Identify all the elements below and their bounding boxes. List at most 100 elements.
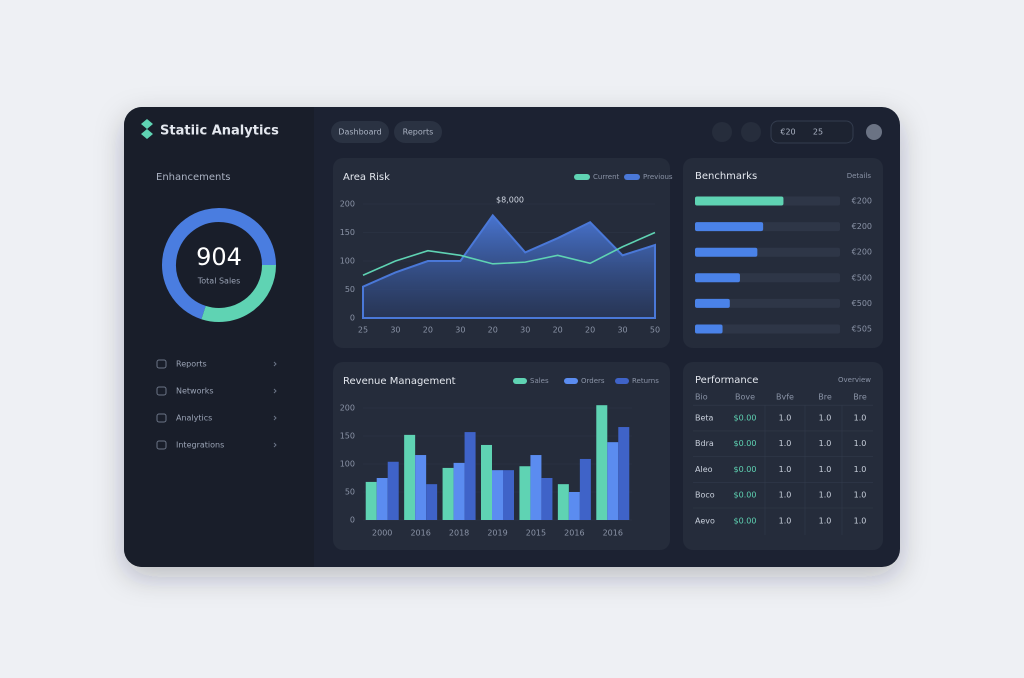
bar-amount: €500: [852, 299, 872, 308]
table-cell: 1.0: [819, 516, 832, 525]
panel-title: Performance: [695, 375, 758, 386]
section-title: Enhancements: [156, 172, 230, 183]
bar: [492, 470, 503, 520]
bar: [695, 247, 758, 257]
x-tick-label: 30: [617, 326, 627, 335]
legend-label: Sales: [530, 377, 549, 385]
table-cell: 1.0: [779, 414, 792, 423]
y-tick-label: 0: [350, 314, 355, 323]
table-cell: Aevo: [695, 516, 715, 525]
legend-swatch: [574, 174, 590, 180]
donut-segment: [162, 208, 276, 320]
x-tick-label: 2015: [526, 529, 546, 538]
icon-button[interactable]: [712, 122, 732, 142]
table-cell: 1.0: [779, 439, 792, 448]
bar: [404, 434, 416, 520]
bar-amount: €500: [852, 273, 872, 282]
tab-label[interactable]: Reports: [403, 128, 434, 137]
x-tick-label: 2016: [410, 529, 430, 538]
table-cell: 1.0: [854, 491, 867, 500]
table-cell: 1.0: [854, 516, 867, 525]
bar: [519, 466, 531, 520]
period-label[interactable]: €20: [780, 128, 795, 137]
bar: [464, 432, 476, 520]
bar: [453, 462, 465, 520]
panel-subtitle: Overview: [838, 376, 871, 384]
panel-title: Area Risk: [343, 172, 390, 183]
table-cell: 1.0: [819, 414, 832, 423]
legend-swatch: [615, 378, 629, 384]
table-cell: Bre: [818, 393, 832, 402]
table-cell: Beta: [695, 414, 714, 423]
y-tick-label: 150: [340, 432, 355, 441]
bar-amount: €200: [852, 248, 872, 257]
menu-icon[interactable]: [156, 359, 167, 369]
table-cell: Bvfe: [776, 393, 794, 402]
bar: [557, 484, 569, 520]
legend-swatch: [564, 378, 578, 384]
table-cell: Boco: [695, 491, 715, 500]
menu-icon[interactable]: [156, 440, 167, 450]
bar-track: [695, 298, 840, 308]
bar: [695, 298, 730, 308]
table-cell: 1.0: [779, 516, 792, 525]
chevron[interactable]: [273, 361, 277, 367]
period-selector[interactable]: [770, 120, 854, 144]
period-label[interactable]: 25: [813, 128, 823, 137]
chevron[interactable]: [273, 388, 277, 394]
table-cell: Bdra: [695, 439, 714, 448]
table-cell: Bio: [695, 393, 708, 402]
table-cell: $0.00: [734, 491, 757, 500]
menu-item[interactable]: Analytics: [176, 414, 212, 423]
annotation: $8,000: [496, 196, 524, 205]
line: [362, 231, 656, 276]
y-tick-label: 100: [340, 460, 355, 469]
menu-item[interactable]: Reports: [176, 360, 207, 369]
avatar[interactable]: [866, 124, 882, 140]
menu-icon[interactable]: [156, 386, 167, 396]
bar: [541, 478, 553, 520]
bar: [426, 484, 438, 520]
table-cell: 1.0: [819, 465, 832, 474]
x-tick-label: 2000: [372, 529, 392, 538]
icon-button[interactable]: [741, 122, 761, 142]
sidebar: [124, 107, 314, 567]
bar: [596, 405, 608, 520]
table-cell: Bre: [853, 393, 867, 402]
bar: [579, 458, 591, 520]
table-cell: 1.0: [779, 465, 792, 474]
x-tick-label: 2018: [449, 529, 469, 538]
menu-item[interactable]: Networks: [176, 387, 214, 396]
menu-icon[interactable]: [156, 413, 167, 423]
y-tick-label: 50: [345, 488, 355, 497]
bar: [568, 492, 580, 520]
chevron[interactable]: [273, 442, 277, 448]
x-tick-label: 2016: [564, 529, 584, 538]
table-cell: 1.0: [819, 439, 832, 448]
bar: [503, 470, 514, 520]
x-tick-label: 2019: [487, 529, 507, 538]
table-cell: 1.0: [854, 439, 867, 448]
bar-track: [695, 324, 840, 334]
table-cell: 1.0: [819, 491, 832, 500]
x-tick-label: 50: [650, 326, 660, 335]
legend-label: Previous: [643, 173, 673, 181]
bar-amount: €200: [852, 197, 872, 206]
donut-segment: [201, 264, 276, 322]
tab[interactable]: [331, 121, 389, 143]
table-cell: $0.00: [734, 414, 757, 423]
table-cell: Bove: [735, 393, 755, 402]
bar: [618, 427, 630, 520]
tab[interactable]: [394, 121, 442, 143]
area: [362, 213, 656, 319]
x-tick-label: 30: [455, 326, 465, 335]
panel-title: Benchmarks: [695, 171, 757, 182]
tab-label[interactable]: Dashboard: [338, 128, 381, 137]
bar: [481, 444, 492, 520]
chevron[interactable]: [273, 415, 277, 421]
menu-item[interactable]: Integrations: [176, 441, 224, 450]
bar: [695, 273, 740, 283]
x-tick-label: 25: [358, 326, 368, 335]
bar: [695, 196, 784, 206]
table-cell: 1.0: [779, 491, 792, 500]
